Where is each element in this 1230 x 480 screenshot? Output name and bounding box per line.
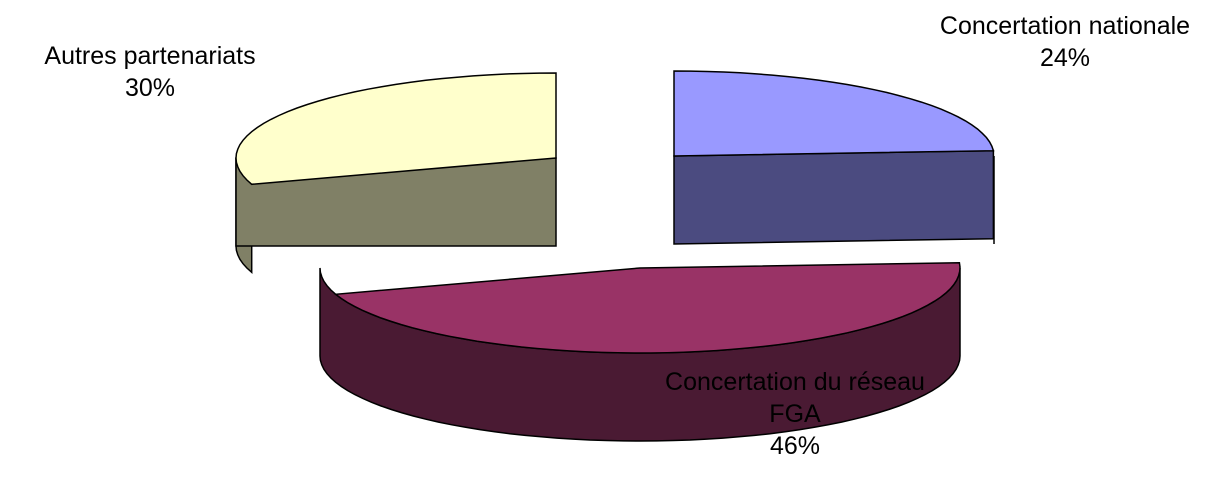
pie-slice-concertation-nationale	[673, 70, 995, 245]
pie-slice-concertation-reseau-fga	[319, 261, 961, 442]
slice-value-label: 24%	[1039, 44, 1091, 72]
slice-value-label: 46%	[769, 432, 821, 460]
slice-label-text-line2: FGA	[769, 400, 821, 428]
slice-label-concertation-nationale: Concertation nationale 24%	[900, 10, 1230, 74]
slice-top-nationale	[673, 70, 995, 157]
slice-label-text: Autres partenariats	[44, 42, 256, 70]
slice-cut-nationale	[673, 149, 995, 245]
slice-value-label: 30%	[124, 74, 176, 102]
slice-label-text: Concertation du réseau	[665, 368, 925, 396]
slice-label-text: Concertation nationale	[939, 12, 1191, 40]
slice-top-fga	[333, 261, 961, 354]
slice-label-autres-partenariats: Autres partenariats 30%	[0, 40, 300, 104]
slice-top-autres	[235, 72, 557, 186]
slice-label-concertation-reseau-fga: Concertation du réseau FGA 46%	[600, 366, 990, 462]
pie-slice-autres-partenariats	[235, 72, 557, 274]
